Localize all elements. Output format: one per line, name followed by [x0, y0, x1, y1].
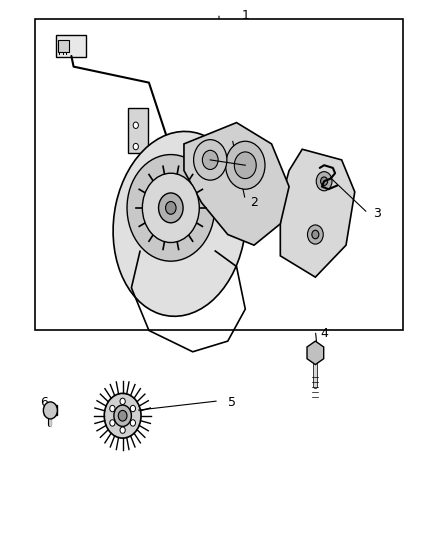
Circle shape — [159, 193, 183, 223]
Text: 3: 3 — [373, 207, 381, 220]
Text: 2: 2 — [250, 196, 258, 209]
Polygon shape — [184, 123, 289, 245]
Bar — [35, 19, 403, 330]
Circle shape — [234, 152, 256, 179]
Circle shape — [312, 230, 319, 239]
Circle shape — [114, 405, 131, 426]
Circle shape — [110, 405, 115, 411]
Circle shape — [130, 420, 135, 426]
Circle shape — [110, 420, 115, 426]
Ellipse shape — [113, 132, 246, 316]
Circle shape — [118, 410, 127, 421]
Circle shape — [307, 225, 323, 244]
Text: 1: 1 — [241, 10, 249, 22]
Circle shape — [142, 173, 199, 243]
Circle shape — [43, 402, 57, 419]
Bar — [44, 405, 57, 415]
Circle shape — [316, 172, 332, 191]
Bar — [58, 40, 69, 52]
Polygon shape — [280, 149, 355, 277]
FancyBboxPatch shape — [56, 35, 86, 57]
Circle shape — [226, 141, 265, 189]
Circle shape — [120, 427, 125, 433]
Circle shape — [120, 398, 125, 405]
Circle shape — [104, 393, 141, 438]
FancyBboxPatch shape — [128, 108, 148, 153]
Circle shape — [133, 122, 138, 128]
Text: 5: 5 — [228, 396, 236, 409]
Circle shape — [133, 143, 138, 150]
Circle shape — [321, 177, 328, 185]
Circle shape — [166, 201, 176, 214]
Text: 6: 6 — [40, 396, 48, 409]
Circle shape — [194, 140, 227, 180]
Circle shape — [127, 155, 215, 261]
Text: 4: 4 — [320, 327, 328, 340]
Circle shape — [130, 406, 135, 411]
Circle shape — [202, 150, 218, 169]
